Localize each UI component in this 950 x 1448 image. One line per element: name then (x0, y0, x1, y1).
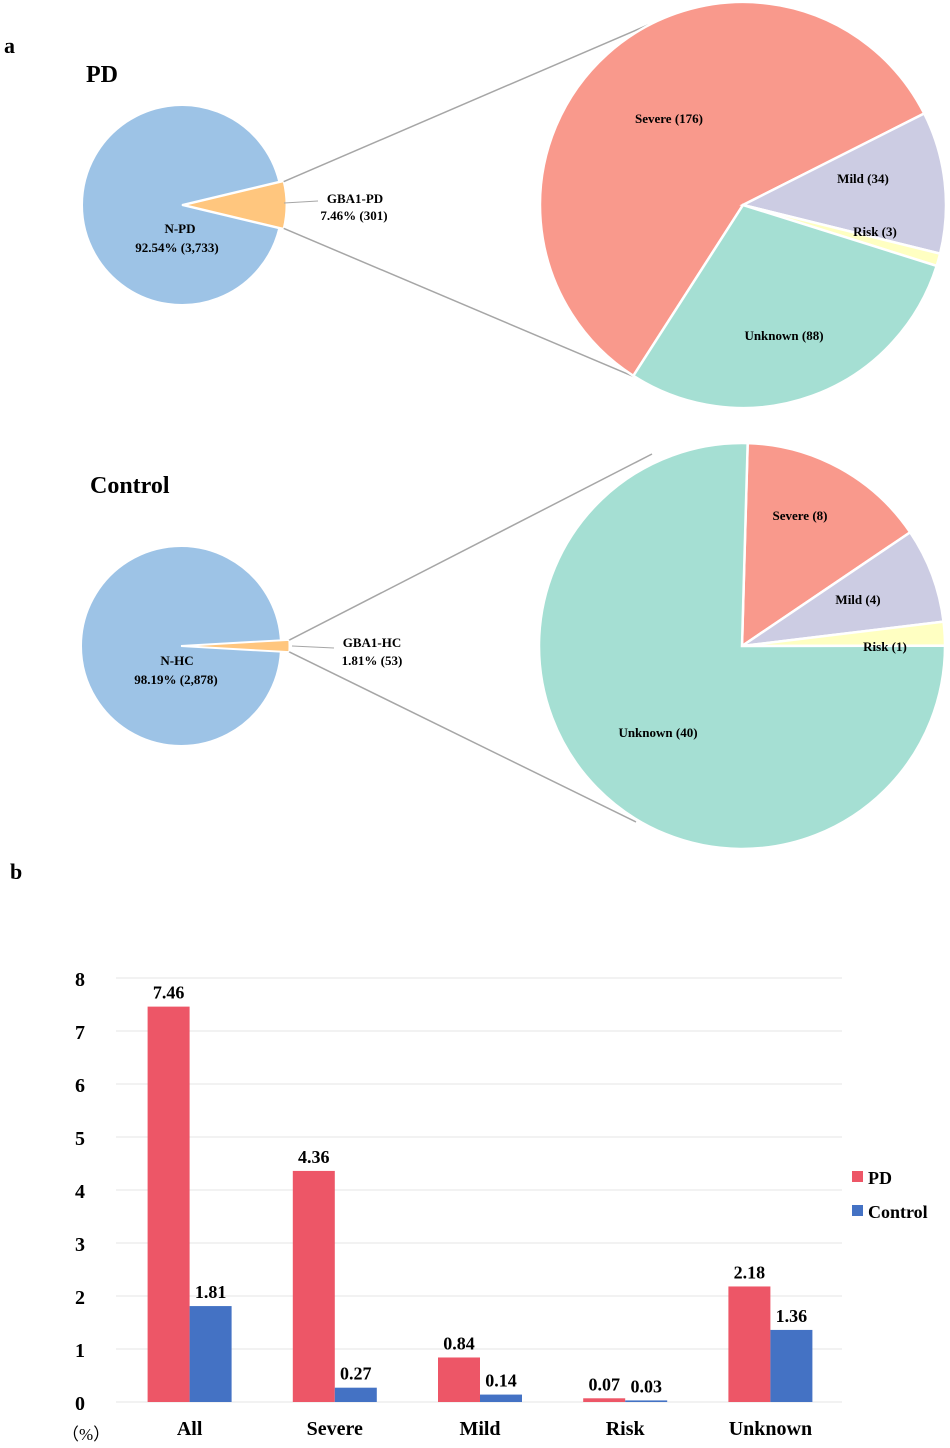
y-tick-label: 8 (75, 969, 85, 991)
data-label-pd-severe: 4.36 (298, 1147, 330, 1167)
pd-detail-slice-unknown (631, 203, 939, 410)
data-label-control-all: 1.81 (195, 1282, 227, 1302)
bar-control-severe (334, 1387, 377, 1402)
bar-pd-unknown (728, 1286, 771, 1402)
data-label-control-risk: 0.03 (630, 1376, 662, 1396)
bar-pd-severe (292, 1170, 335, 1402)
pd-gba-slice-label-name: GBA1-PD (327, 191, 383, 206)
data-label-control-unknown: 1.36 (776, 1306, 808, 1326)
y-axis-unit-label: （%） (62, 1425, 110, 1444)
y-tick-label: 1 (75, 1340, 85, 1362)
bar-control-risk (625, 1400, 668, 1402)
control-main-slice-n-hc (80, 545, 282, 747)
y-tick-label: 4 (75, 1181, 85, 1203)
bar-control-all (189, 1306, 232, 1402)
pd-detail-label-risk: Risk (3) (853, 224, 897, 239)
data-label-control-severe: 0.27 (340, 1364, 372, 1384)
x-tick-label: Risk (606, 1418, 646, 1440)
control-detail-slice-severe (740, 441, 912, 649)
control-gba-slice-label-name: GBA1-HC (343, 635, 402, 650)
pd-connector-bottom (282, 227, 645, 382)
pd-detail-label-unknown: Unknown (88) (744, 328, 823, 343)
bar-control-unknown (770, 1329, 813, 1402)
data-label-pd-mild: 0.84 (443, 1333, 475, 1353)
x-tick-label: Unknown (729, 1418, 812, 1440)
data-label-control-mild: 0.14 (485, 1371, 517, 1391)
pd-detail-label-mild: Mild (34) (837, 171, 889, 186)
y-tick-label: 6 (75, 1075, 85, 1097)
legend-label-control: Control (868, 1202, 928, 1222)
pd-detail-slice-mild (739, 111, 948, 256)
control-detail-label-severe: Severe (8) (773, 508, 828, 523)
legend-swatch-pd (852, 1171, 863, 1182)
control-pie-chart: Control N-HC 98.19% (2,878) GBA1-HC 1.81… (80, 441, 947, 851)
data-label-pd-unknown: 2.18 (734, 1262, 766, 1282)
control-detail-slice-mild (741, 530, 945, 648)
panel-label-b: b (10, 859, 22, 884)
y-tick-label: 0 (75, 1393, 85, 1415)
control-detail-label-risk: Risk (1) (863, 639, 907, 654)
bar-pd-all (147, 1006, 190, 1402)
pd-main-slice-label-value: 92.54% (3,733) (135, 240, 218, 255)
bar-control-mild (480, 1394, 522, 1402)
control-connector-top (288, 453, 653, 641)
x-tick-label: All (177, 1418, 203, 1440)
control-gba-leader (291, 645, 335, 649)
pd-gba-leader (283, 200, 319, 204)
pd-main-slice-gba (185, 181, 287, 229)
pd-detail-slice-severe (538, 0, 926, 378)
y-tick-label: 3 (75, 1234, 85, 1256)
pd-connector-top (282, 24, 649, 183)
control-detail-label-mild: Mild (4) (835, 592, 880, 607)
panel-label-a: a (4, 33, 15, 58)
bar-chart: 0 1 2 3 4 5 6 7 8 7.46 1.81 4.36 0.27 0.84 0.14 0.07 0.… (62, 969, 928, 1444)
control-main-slice-gba (188, 639, 290, 653)
control-detail-label-unknown: Unknown (40) (618, 725, 697, 740)
y-tick-label: 2 (75, 1287, 85, 1309)
legend-label-pd: PD (868, 1168, 892, 1188)
legend-swatch-control (852, 1205, 863, 1216)
bar-pd-mild (438, 1357, 480, 1402)
control-main-slice-label-name: N-HC (160, 653, 193, 668)
x-tick-label: Mild (459, 1418, 500, 1440)
pd-gba-slice-label-value: 7.46% (301) (320, 208, 387, 223)
y-tick-label: 5 (75, 1128, 85, 1150)
pd-title: PD (86, 62, 118, 88)
control-title: Control (90, 473, 170, 499)
data-label-pd-risk: 0.07 (588, 1374, 620, 1394)
x-tick-label: Severe (307, 1418, 363, 1440)
pd-main-slice-n-pd (81, 104, 281, 306)
control-detail-slice-unknown (537, 441, 947, 851)
y-tick-label: 7 (75, 1022, 85, 1044)
pd-main-slice-label-name: N-PD (164, 221, 195, 236)
bar-pd-risk (583, 1398, 626, 1402)
pd-pie-chart: PD N-PD 92.54% (3,733) GBA1-PD 7.46% (30… (81, 0, 948, 410)
pd-detail-label-severe: Severe (176) (635, 111, 703, 126)
control-connector-bottom (288, 651, 637, 823)
control-main-slice-label-value: 98.19% (2,878) (134, 672, 217, 687)
control-gba-slice-label-value: 1.81% (53) (342, 653, 403, 668)
data-label-pd-all: 7.46 (153, 983, 185, 1003)
